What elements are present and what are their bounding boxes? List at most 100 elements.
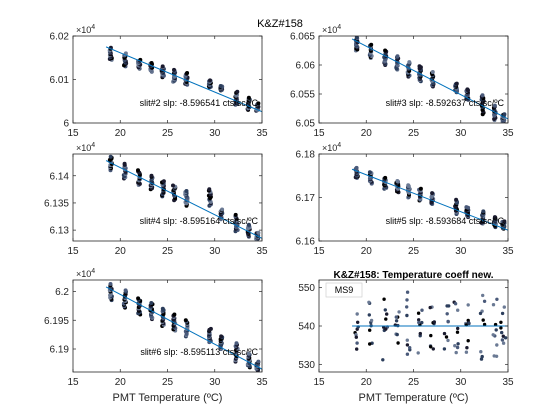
- data-point: [354, 335, 358, 339]
- data-point: [405, 290, 410, 294]
- x-tick-label: 25: [408, 128, 420, 139]
- x-tick-label: 15: [67, 246, 79, 257]
- data-point: [417, 320, 421, 325]
- x-tick-label: 25: [408, 377, 420, 388]
- data-point: [108, 282, 113, 286]
- data-point: [395, 54, 400, 59]
- data-point: [464, 205, 469, 210]
- data-point: [405, 338, 409, 342]
- data-point: [383, 48, 388, 53]
- data-point: [149, 61, 154, 65]
- data-point: [445, 312, 449, 316]
- x-tick-label: 20: [361, 246, 373, 257]
- y-tick-label: 6.16: [296, 237, 316, 248]
- data-point: [219, 334, 224, 339]
- data-point: [405, 298, 409, 302]
- data-point: [356, 320, 360, 324]
- data-point: [455, 330, 460, 334]
- plot-area: [319, 36, 508, 123]
- data-point: [395, 179, 400, 183]
- x-tick-label: 15: [313, 128, 325, 139]
- x-tick-label: 30: [455, 246, 467, 257]
- y-tick-label: 6: [63, 119, 69, 130]
- data-point: [384, 327, 388, 331]
- fit-line: [351, 168, 508, 231]
- x-tick-label: 30: [209, 246, 221, 257]
- data-point: [407, 60, 412, 65]
- data-point: [354, 165, 359, 170]
- data-point: [183, 318, 188, 323]
- data-point: [246, 351, 251, 356]
- data-point: [466, 339, 470, 343]
- plot-area: [73, 154, 262, 241]
- x-tick-label: 15: [313, 377, 325, 388]
- data-point: [256, 230, 261, 235]
- slope-annotation: slit#6 slp: -8.595113 cts/sc/ºC: [140, 347, 258, 357]
- data-point: [432, 320, 436, 324]
- y-tick-label: 6.13: [50, 226, 70, 237]
- data-point: [456, 342, 460, 346]
- data-point: [418, 186, 423, 191]
- x-tick-label: 20: [115, 377, 127, 388]
- y-tick-label: 6.02: [50, 32, 70, 43]
- y-tick-label: 6.06: [296, 61, 316, 72]
- data-point: [430, 191, 435, 196]
- y-tick-label: 6.18: [296, 150, 316, 161]
- data-point: [408, 346, 412, 350]
- data-point: [445, 304, 449, 308]
- data-point: [464, 350, 469, 354]
- data-point: [405, 305, 409, 309]
- data-point: [396, 341, 400, 345]
- subplot-3: 15 20 25 30 35 6.13 6.135 6.14 ×104 slit#4 slp: -…: [44, 142, 268, 257]
- data-point: [442, 331, 447, 336]
- data-point: [467, 321, 471, 326]
- y-tick-label: 6.19: [50, 345, 70, 356]
- data-point: [453, 344, 457, 348]
- data-point: [136, 296, 141, 301]
- x-tick-label: 30: [209, 377, 221, 388]
- data-point: [397, 310, 401, 314]
- data-point: [479, 357, 484, 361]
- data-point: [256, 359, 261, 364]
- data-point: [149, 173, 154, 178]
- data-point: [481, 318, 485, 322]
- x-tick-label: 30: [455, 377, 467, 388]
- data-point: [491, 303, 496, 307]
- y-exponent-label: ×104: [76, 142, 95, 153]
- legend-entry: MS9: [335, 285, 354, 295]
- data-point: [416, 311, 421, 315]
- y-exponent-power: 4: [91, 268, 95, 275]
- data-points: [353, 36, 507, 123]
- data-point: [354, 333, 358, 337]
- data-point: [479, 350, 483, 354]
- data-point: [394, 319, 399, 323]
- data-point: [455, 345, 460, 350]
- x-tick-label: 35: [256, 128, 268, 139]
- legend-box: [325, 282, 363, 298]
- data-point: [394, 315, 398, 319]
- subplot-4: 15 20 25 30 35 6.16 6.17 6.18 ×104 slit#5 slp: -8…: [296, 142, 514, 257]
- x-tick-label: 20: [361, 128, 373, 139]
- data-point: [502, 305, 506, 309]
- y-tick-label: 540: [298, 322, 315, 333]
- x-tick-label: 15: [67, 377, 79, 388]
- data-point: [355, 341, 359, 345]
- data-point: [382, 297, 386, 301]
- data-point: [355, 312, 359, 316]
- data-point: [502, 219, 507, 224]
- data-point: [456, 326, 460, 331]
- data-point: [491, 333, 495, 337]
- data-point: [384, 317, 388, 321]
- subplot-grid: 15 20 25 30 35 6 6.01 6.02 ×104 slit#2 slp: -8.59…: [44, 24, 514, 404]
- data-point: [381, 358, 385, 362]
- data-point: [208, 326, 213, 331]
- data-point: [246, 222, 251, 227]
- data-point: [429, 333, 433, 338]
- y-exponent-power: 4: [91, 24, 95, 31]
- data-point: [185, 71, 190, 75]
- data-point: [431, 347, 435, 351]
- data-point: [494, 354, 499, 358]
- y-exponent-power: 4: [337, 24, 341, 31]
- data-point: [502, 112, 507, 117]
